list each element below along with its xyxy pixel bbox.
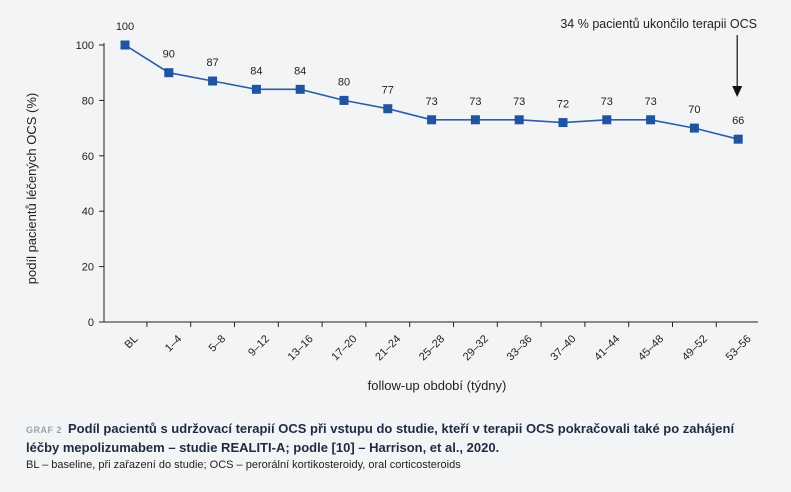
line-chart: 0 20 40 60 80 100 BL 1–4 5–8 9–12 13–16 17–20 21–24 2… (24, 17, 758, 393)
data-label: 73 (601, 96, 613, 108)
x-tick-label: 29–32 (461, 333, 491, 363)
data-point (602, 115, 612, 125)
data-point (470, 115, 480, 125)
annotation-arrowhead (732, 86, 743, 97)
data-label: 80 (338, 76, 350, 88)
data-point (427, 115, 437, 125)
figure-footnote: BL – baseline, při zařazení do studie; O… (26, 459, 461, 471)
data-label: 73 (469, 96, 481, 108)
data-label: 73 (644, 96, 656, 108)
y-tick-label: 20 (82, 262, 94, 274)
data-label: 84 (294, 65, 306, 77)
data-label: 100 (116, 21, 134, 33)
data-point (733, 134, 743, 144)
data-point (646, 115, 656, 125)
data-point (120, 40, 130, 50)
data-point (164, 68, 174, 78)
chart-labels: 100 90 87 84 84 80 77 73 73 73 72 73 73 70 66 (116, 21, 745, 127)
data-label: 73 (425, 96, 437, 108)
x-tick-label: 41–44 (592, 333, 622, 363)
x-tick-label: 17–20 (329, 333, 359, 363)
x-tick-label: 13–16 (286, 333, 316, 363)
x-tick-label: 25–28 (417, 333, 447, 363)
y-tick-label: 40 (82, 206, 94, 218)
x-tick-label: 1–4 (163, 333, 184, 354)
x-tick-label: 37–40 (548, 333, 578, 363)
chart-annotation: 34 % pacientů ukončilo terapii OCS (560, 17, 757, 31)
y-axis-title: podíl pacientů léčených OCS (%) (24, 93, 39, 284)
y-tick-label: 100 (76, 40, 94, 52)
data-label: 84 (250, 65, 262, 77)
figure-caption: GRAF 2 Podíl pacientů s udržovací terapií… (26, 420, 766, 456)
data-point (295, 84, 305, 94)
x-tick-label: 49–52 (680, 333, 710, 363)
x-tick-label: BL (123, 333, 141, 351)
figure-caption-text: Podíl pacientů s udržovací terapií OCS p… (26, 421, 735, 455)
data-point (208, 76, 218, 86)
x-tick-label: 45–48 (636, 333, 666, 363)
figure-tag: GRAF 2 (26, 425, 63, 435)
data-label: 77 (382, 85, 394, 97)
data-point (383, 104, 393, 114)
x-tick-label: 9–12 (246, 333, 272, 359)
y-tick-label: 80 (82, 95, 94, 107)
data-point (558, 118, 568, 128)
data-point (339, 95, 349, 105)
y-tick-label: 0 (88, 317, 94, 329)
data-point (689, 123, 699, 133)
x-tick-label: 33–36 (505, 333, 535, 363)
y-tick-label: 60 (82, 151, 94, 163)
data-label: 66 (732, 115, 744, 127)
data-label: 87 (206, 57, 218, 69)
data-point (251, 84, 261, 94)
x-tick-label: 5–8 (207, 333, 228, 354)
x-tick-label: 21–24 (373, 333, 403, 363)
data-point (514, 115, 524, 125)
x-axis-title: follow-up období (týdny) (368, 378, 507, 393)
chart-axes: 0 20 40 60 80 100 BL 1–4 5–8 9–12 13–16 17–20 21–24 2… (76, 40, 758, 363)
data-label: 90 (163, 49, 175, 61)
data-label: 70 (688, 104, 700, 116)
data-label: 72 (557, 99, 569, 111)
data-label: 73 (513, 96, 525, 108)
x-tick-label: 53–56 (724, 333, 754, 363)
chart-series (120, 40, 743, 144)
